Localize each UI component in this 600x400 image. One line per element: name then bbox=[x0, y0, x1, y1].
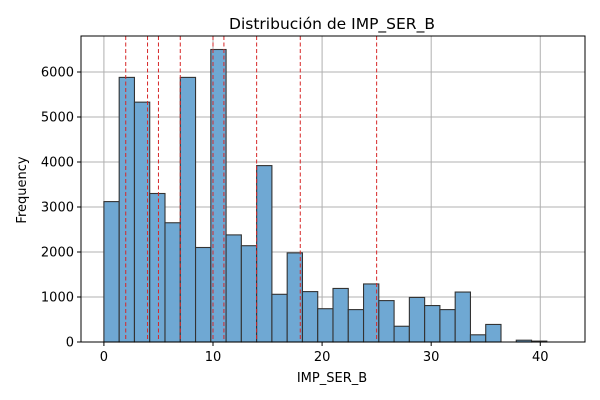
histogram-bar bbox=[103, 201, 120, 343]
histogram-bar bbox=[240, 245, 258, 343]
y-tick-label: 6000 bbox=[41, 66, 74, 81]
histogram-bar bbox=[225, 234, 242, 343]
x-tick-label: 10 bbox=[205, 350, 222, 365]
histogram-bar bbox=[179, 76, 197, 343]
plot-frame bbox=[80, 35, 586, 343]
histogram-bar bbox=[149, 192, 166, 343]
x-axis-label: IMP_SER_B bbox=[297, 371, 367, 386]
y-tick-label: 0 bbox=[66, 336, 74, 351]
histogram-bar bbox=[194, 246, 212, 343]
x-tick-label: 40 bbox=[532, 350, 549, 365]
y-tick-label: 1000 bbox=[41, 291, 74, 306]
x-tick-label: 30 bbox=[423, 350, 440, 365]
x-tick-label: 20 bbox=[314, 350, 331, 365]
histogram-bar bbox=[485, 323, 502, 343]
histogram-bar bbox=[271, 293, 288, 343]
histogram-bar bbox=[439, 309, 456, 343]
y-tick-label: 2000 bbox=[41, 246, 74, 261]
histogram-bar bbox=[408, 296, 426, 343]
histogram-bar bbox=[469, 334, 487, 343]
histogram-bar bbox=[301, 291, 319, 343]
histogram-bar bbox=[454, 291, 472, 343]
y-tick-label: 4000 bbox=[41, 156, 74, 171]
histogram-bar bbox=[164, 222, 181, 343]
y-tick-label: 3000 bbox=[41, 201, 74, 216]
histogram-bar bbox=[317, 308, 334, 343]
histogram-bar bbox=[347, 309, 365, 343]
y-tick-label: 5000 bbox=[41, 111, 74, 126]
histogram-bar bbox=[332, 287, 349, 343]
ticks-layer: 0 10 20 30 40 0 1000 2000 3000 4000 5000 6000 bbox=[41, 66, 549, 366]
reference-lines-layer bbox=[125, 36, 378, 342]
histogram-bar bbox=[393, 325, 410, 343]
histogram-bar bbox=[424, 304, 441, 343]
y-axis-label: Frequency bbox=[15, 156, 30, 223]
chart-title: Distribución de IMP_SER_B bbox=[229, 15, 435, 34]
histogram-bar bbox=[256, 165, 273, 343]
histogram-bar bbox=[378, 300, 395, 343]
histogram-bar bbox=[118, 76, 136, 343]
x-tick-label: 0 bbox=[100, 350, 108, 365]
